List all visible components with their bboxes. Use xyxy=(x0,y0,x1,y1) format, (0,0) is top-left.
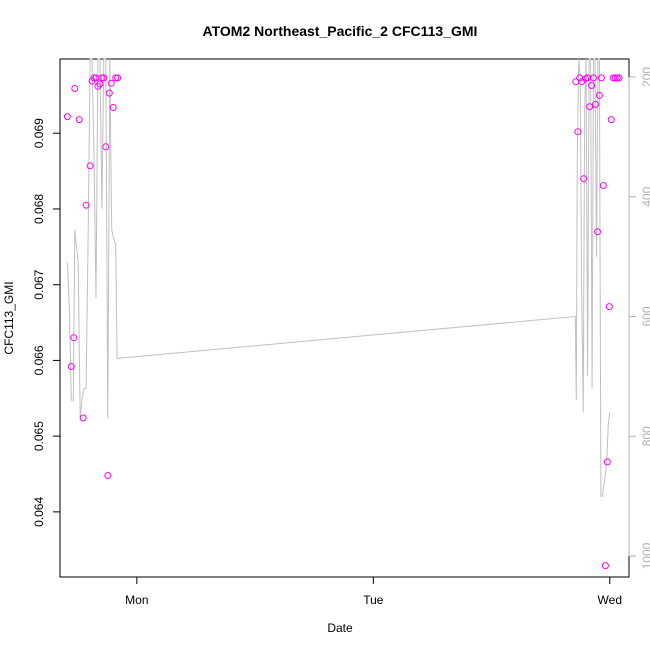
data-point xyxy=(82,201,90,209)
data-point xyxy=(592,100,599,108)
data-point xyxy=(90,74,98,82)
data-point xyxy=(107,79,115,87)
right-tick-label: 400 xyxy=(640,186,650,206)
data-point xyxy=(112,74,120,82)
series-line-path xyxy=(66,58,611,497)
data-point xyxy=(599,182,607,189)
series-points xyxy=(63,74,623,570)
data-point xyxy=(94,82,102,90)
data-point xyxy=(96,80,104,88)
data-point xyxy=(615,74,623,82)
data-point xyxy=(580,175,588,183)
data-point xyxy=(71,85,79,92)
x-axis-label: Date xyxy=(327,621,353,635)
data-point xyxy=(67,363,75,370)
data-point xyxy=(594,228,601,236)
data-point xyxy=(601,562,609,570)
right-tick-label: 600 xyxy=(640,306,650,326)
data-point xyxy=(114,74,122,82)
y-axis: 0.064 0.065 0.066 0.067 0.068 0.069 xyxy=(32,118,61,527)
right-tick-label: 1000 xyxy=(640,542,650,569)
data-point xyxy=(70,334,78,342)
data-point xyxy=(79,414,87,422)
y-tick-label: 0.065 xyxy=(32,421,46,451)
right-tick-label: 800 xyxy=(640,426,650,446)
y-tick-label: 0.067 xyxy=(32,269,46,299)
y-axis-label: CFC113_GMI xyxy=(2,281,16,354)
data-point xyxy=(102,143,110,151)
y-tick-label: 0.066 xyxy=(32,345,46,375)
data-point xyxy=(586,103,594,111)
data-point xyxy=(597,74,605,82)
data-point xyxy=(613,74,621,82)
right-tick-label: 200 xyxy=(640,67,650,87)
data-point xyxy=(100,74,108,82)
data-point xyxy=(98,74,106,82)
data-point xyxy=(104,472,112,479)
data-point xyxy=(595,91,603,99)
x-tick-label: Mon xyxy=(125,593,148,607)
data-point xyxy=(603,458,611,466)
data-point xyxy=(605,303,613,311)
data-point xyxy=(572,78,580,86)
data-point xyxy=(86,162,94,170)
data-point xyxy=(588,82,596,89)
y-tick-label: 0.064 xyxy=(32,497,46,527)
data-point xyxy=(63,113,71,121)
data-point xyxy=(574,128,582,136)
data-point xyxy=(105,89,113,97)
y-tick-label: 0.069 xyxy=(32,118,46,148)
data-point xyxy=(590,74,597,82)
right-axis: 200 400 600 800 1000 xyxy=(628,67,650,569)
y-tick-label: 0.068 xyxy=(32,194,46,224)
data-point xyxy=(109,104,117,111)
data-point xyxy=(75,116,83,124)
data-point xyxy=(607,116,615,124)
series-line xyxy=(66,58,611,497)
x-axis: Mon Tue Wed xyxy=(125,576,622,607)
plot-frame xyxy=(59,58,630,578)
chart-title: ATOM2 Northeast_Pacific_2 CFC113_GMI xyxy=(203,23,478,39)
x-tick-label: Tue xyxy=(363,593,384,607)
data-point xyxy=(611,74,619,82)
x-tick-label: Wed xyxy=(598,593,622,607)
